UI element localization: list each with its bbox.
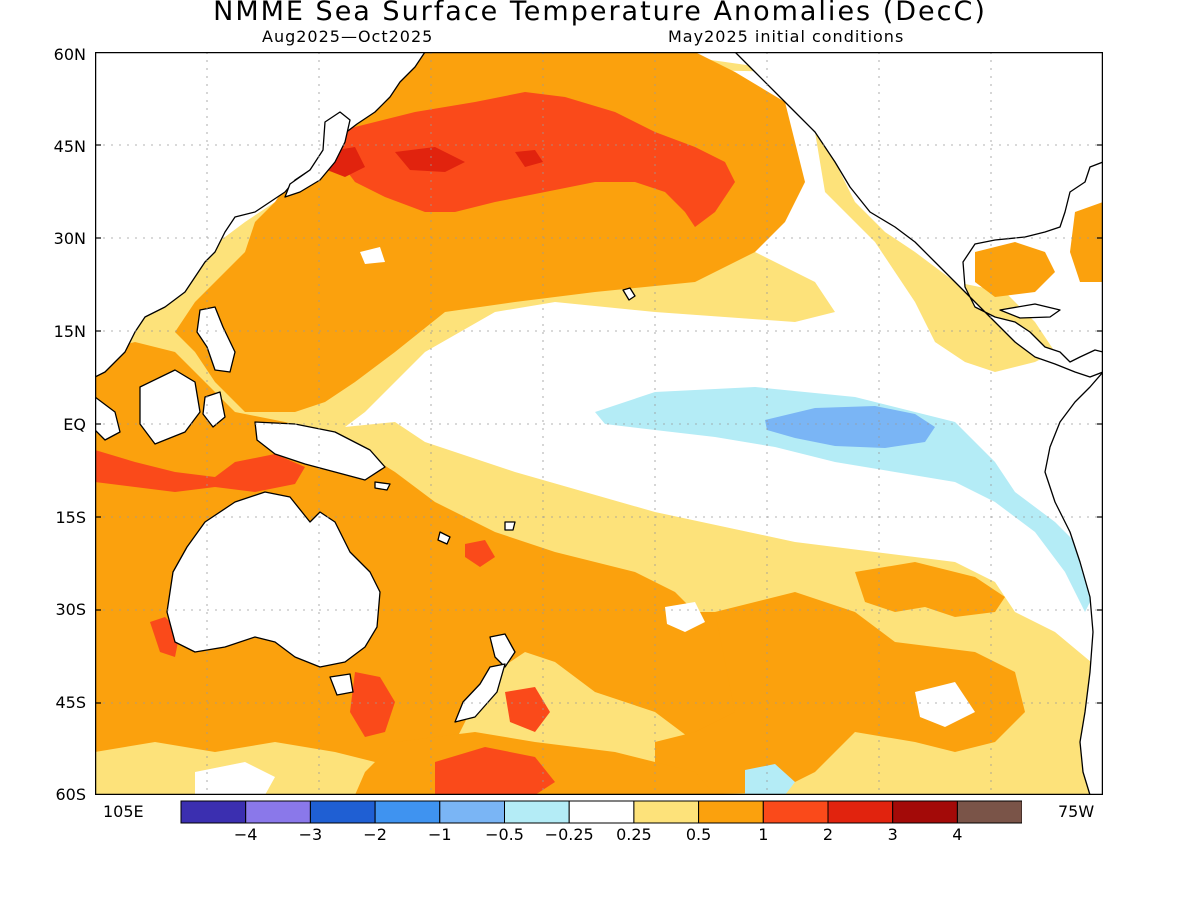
colorbar-swatch xyxy=(633,800,700,824)
lat-label-eq: EQ xyxy=(63,415,86,434)
anomaly-region-gulf-orange xyxy=(975,242,1055,297)
colorbar-swatch xyxy=(309,800,376,824)
colorbar-swatch xyxy=(892,800,958,824)
colorbar-swatch xyxy=(568,800,635,824)
anomaly-region-southern-ocean-red xyxy=(435,747,555,795)
colorbar-label: 2 xyxy=(822,825,834,844)
sulawesi-island xyxy=(202,391,226,428)
colorbar-label: −2 xyxy=(363,825,387,844)
lon-label-right: 75W xyxy=(1058,802,1095,821)
anomaly-region-north-pacific-light xyxy=(285,52,1055,372)
lat-label-30n: 30N xyxy=(53,229,86,248)
anomaly-region-south-east-blob-orange xyxy=(855,562,1005,617)
cuba-island xyxy=(999,303,1061,319)
colorbar-label: −3 xyxy=(298,825,323,844)
colorbar-swatch xyxy=(698,800,764,824)
anomaly-region-kuroshio-core-3 xyxy=(515,150,543,167)
neutral-patch-south-2 xyxy=(195,762,275,795)
colorbar-swatch xyxy=(956,800,1022,824)
initial-conditions: May2025 initial conditions xyxy=(668,27,905,46)
colorbar-label: 0.5 xyxy=(685,825,712,844)
north-america-continent xyxy=(734,52,1103,378)
colorbar-label: −0.25 xyxy=(544,825,594,844)
lat-label-15s: 15S xyxy=(55,508,86,527)
south-america-continent xyxy=(1044,371,1103,795)
colorbar xyxy=(180,800,1022,824)
sumatra-island xyxy=(95,396,121,441)
colorbar-swatch xyxy=(439,800,505,824)
anomaly-region-coral-sea-red xyxy=(465,540,495,567)
new-caledonia-island xyxy=(437,531,451,545)
hawaii-island xyxy=(622,287,636,301)
anomaly-region-indonesia-red xyxy=(95,450,305,492)
forecast-period: Aug2025—Oct2025 xyxy=(262,27,434,46)
anomaly-region-southeast-orange xyxy=(655,592,1025,795)
new-zealand-south-island xyxy=(454,663,506,723)
landmasses xyxy=(95,52,1103,795)
borneo-island xyxy=(139,369,201,445)
anomaly-region-equatorial-cold-light xyxy=(595,387,1095,612)
colorbar-swatch xyxy=(180,800,247,824)
colorbar-swatch xyxy=(827,800,894,824)
colorbar-label: 4 xyxy=(952,825,963,844)
lat-label-60n: 60N xyxy=(53,45,86,64)
axis-ticks xyxy=(95,144,1103,704)
colorbar-label: −4 xyxy=(233,825,258,844)
neutral-patch-nw xyxy=(360,247,385,264)
neutral-patch-south-3 xyxy=(915,682,975,727)
colorbar-label: 0.25 xyxy=(616,825,652,844)
colorbar-label: 3 xyxy=(887,825,898,844)
colorbar-label: −0.5 xyxy=(485,825,524,844)
colorbar-label: −1 xyxy=(428,825,452,844)
lat-label-30s: 30S xyxy=(55,600,86,619)
lat-label-15n: 15N xyxy=(53,322,86,341)
anomaly-region-nz-east-red xyxy=(505,687,550,732)
fiji-island xyxy=(504,521,516,531)
sst-anomaly-map xyxy=(95,52,1103,795)
anomaly-region-tasman-red xyxy=(350,672,395,737)
australia-continent xyxy=(166,491,381,668)
anomaly-region-southern-cold xyxy=(745,764,795,795)
colorbar-swatch xyxy=(245,800,311,824)
lat-label-60s: 60S xyxy=(55,785,86,804)
philippines-island xyxy=(196,306,236,373)
tasmania-island xyxy=(329,673,354,696)
map-title: NMME Sea Surface Temperature Anomalies (… xyxy=(213,0,987,27)
colorbar-swatch xyxy=(762,800,829,824)
anomaly-region-kuroshio-core-2 xyxy=(395,147,465,172)
colorbar-label: 1 xyxy=(758,825,769,844)
solomon-islands xyxy=(374,481,391,491)
lat-label-45n: 45N xyxy=(53,137,86,156)
new-guinea-island xyxy=(254,421,386,481)
colorbar-swatch xyxy=(374,800,441,824)
lon-label-left: 105E xyxy=(103,802,144,821)
japan-island xyxy=(284,111,351,198)
colorbar-swatch xyxy=(504,800,570,824)
anomaly-region-atlantic-orange xyxy=(1070,202,1103,282)
new-zealand-north-island xyxy=(489,633,516,668)
lat-label-45s: 45S xyxy=(55,693,86,712)
anomaly-region-equatorial-cold-core xyxy=(765,406,935,448)
neutral-patch-south xyxy=(665,602,705,632)
grid-lines xyxy=(95,52,1103,795)
